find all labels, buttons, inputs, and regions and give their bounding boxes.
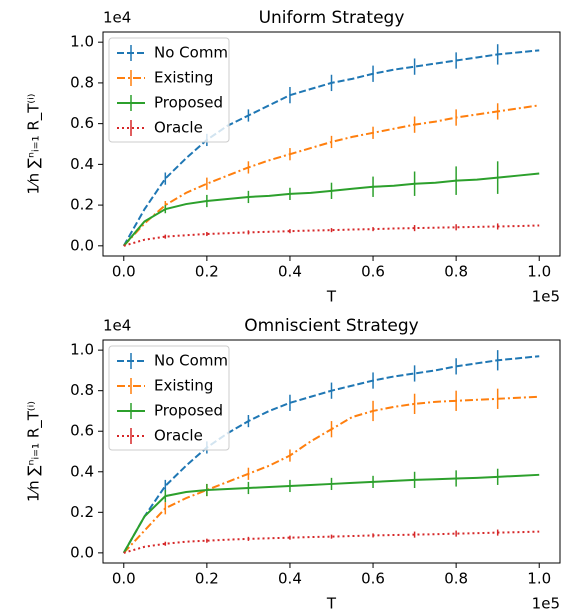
x-axis-label: T <box>326 288 337 306</box>
legend-label: Oracle <box>154 427 203 445</box>
legend-label: Oracle <box>154 119 203 137</box>
y-tick-label: 0.6 <box>70 114 94 132</box>
x-tick-label: 0.2 <box>195 263 219 281</box>
x-tick-label: 1.0 <box>527 570 551 588</box>
x-offset-label: 1e5 <box>532 288 560 306</box>
y-tick-label: 0.0 <box>70 236 94 254</box>
x-tick-label: 0.4 <box>278 263 302 281</box>
y-tick-label: 0.4 <box>70 462 94 480</box>
x-tick-label: 0.0 <box>112 570 136 588</box>
x-tick-label: 0.2 <box>195 570 219 588</box>
y-tick-label: 0.8 <box>70 381 94 399</box>
y-tick-label: 0.0 <box>70 543 94 561</box>
y-axis-label: 1⁄n ∑ⁿᵢ₌₁ R_T⁽ⁱ⁾ <box>25 94 44 195</box>
y-offset-label: 1e4 <box>103 9 131 27</box>
x-tick-label: 0.0 <box>112 263 136 281</box>
legend-label: Existing <box>154 377 213 395</box>
chart-title: Uniform Strategy <box>259 8 405 28</box>
legend-label: No Comm <box>154 352 228 370</box>
series-line <box>123 530 540 554</box>
legend-box <box>108 37 230 143</box>
y-axis-label: 1⁄n ∑ⁿᵢ₌₁ R_T⁽ⁱ⁾ <box>25 401 44 502</box>
x-tick-label: 0.8 <box>444 570 468 588</box>
y-tick-label: 0.2 <box>70 196 94 214</box>
x-axis-label: T <box>326 595 337 613</box>
legend-label: Proposed <box>154 402 223 420</box>
legend-label: No Comm <box>154 44 228 62</box>
y-tick-label: 1.0 <box>70 33 94 51</box>
x-tick-label: 0.8 <box>444 263 468 281</box>
legend-label: Proposed <box>154 94 223 112</box>
x-tick-label: 0.6 <box>361 570 385 588</box>
x-tick-label: 0.6 <box>361 263 385 281</box>
y-offset-label: 1e4 <box>103 317 131 335</box>
series-line <box>123 224 540 247</box>
y-tick-label: 0.6 <box>70 422 94 440</box>
y-tick-label: 0.2 <box>70 503 94 521</box>
y-tick-label: 1.0 <box>70 341 94 359</box>
legend-box <box>108 345 230 451</box>
y-tick-label: 0.8 <box>70 73 94 91</box>
axes-frame <box>102 31 561 257</box>
x-tick-label: 0.4 <box>278 570 302 588</box>
legend-label: Existing <box>154 69 213 87</box>
axes-frame <box>102 339 561 564</box>
y-tick-label: 0.4 <box>70 155 94 173</box>
x-offset-label: 1e5 <box>532 595 560 613</box>
chart-title: Omniscient Strategy <box>244 316 419 336</box>
x-tick-label: 1.0 <box>527 263 551 281</box>
